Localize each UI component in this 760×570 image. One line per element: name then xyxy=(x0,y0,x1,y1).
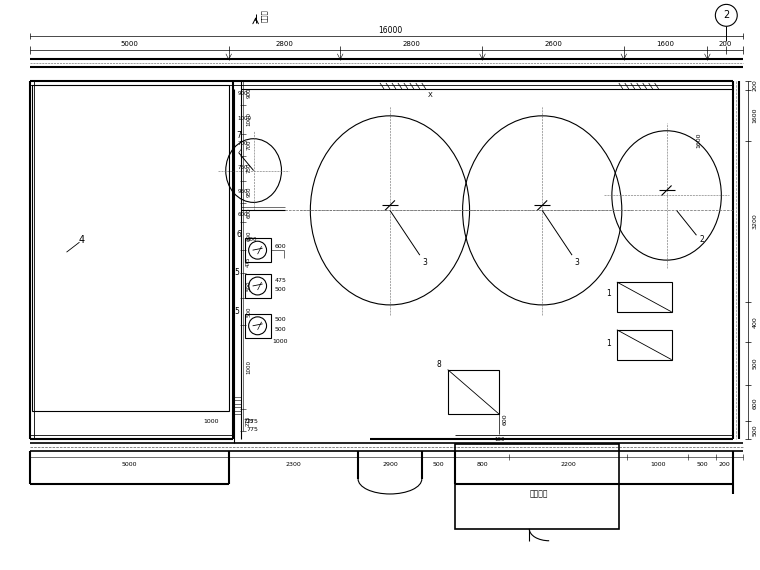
Text: 16000: 16000 xyxy=(378,26,402,35)
Text: 3200: 3200 xyxy=(752,213,758,229)
Text: 750: 750 xyxy=(238,165,249,170)
Bar xyxy=(448,369,499,414)
Text: 600: 600 xyxy=(752,397,758,409)
Text: 2: 2 xyxy=(699,235,704,244)
Text: 4: 4 xyxy=(78,235,84,245)
Text: 100: 100 xyxy=(494,437,505,442)
Text: 7: 7 xyxy=(236,131,241,140)
Text: 600: 600 xyxy=(503,413,508,425)
Text: X: X xyxy=(427,92,432,98)
Bar xyxy=(245,314,271,338)
Text: 475: 475 xyxy=(274,278,287,283)
Text: 475: 475 xyxy=(246,256,251,267)
Text: 500: 500 xyxy=(246,280,251,291)
Text: 500: 500 xyxy=(274,317,287,322)
Text: 775: 775 xyxy=(243,419,254,424)
Text: 900: 900 xyxy=(238,91,249,96)
Text: 500: 500 xyxy=(246,306,251,316)
Bar xyxy=(245,238,271,262)
Text: 8: 8 xyxy=(437,360,442,369)
Text: 2900: 2900 xyxy=(382,462,397,467)
Text: 500: 500 xyxy=(697,462,708,467)
Text: 750: 750 xyxy=(246,163,251,173)
Text: 1000: 1000 xyxy=(203,419,219,424)
Text: 275: 275 xyxy=(247,419,258,424)
Text: 600: 600 xyxy=(246,231,251,242)
Text: 2300: 2300 xyxy=(286,462,301,467)
Text: 700: 700 xyxy=(246,140,251,150)
Bar xyxy=(32,85,229,412)
Text: 1000: 1000 xyxy=(246,360,251,374)
Text: 6: 6 xyxy=(236,230,241,239)
Bar xyxy=(454,444,619,529)
Text: 400: 400 xyxy=(752,316,758,328)
Text: 600: 600 xyxy=(274,244,287,249)
Text: 600: 600 xyxy=(238,212,249,217)
Text: 600: 600 xyxy=(246,207,251,218)
Text: 1000: 1000 xyxy=(246,112,251,127)
Text: 3: 3 xyxy=(423,258,427,267)
Text: 5000: 5000 xyxy=(120,41,138,47)
Text: 一标注: 一标注 xyxy=(261,9,268,22)
Text: 2200: 2200 xyxy=(560,462,576,467)
Text: 275: 275 xyxy=(246,415,251,426)
Text: 2800: 2800 xyxy=(276,41,293,47)
Text: 500: 500 xyxy=(274,287,287,292)
Text: 600: 600 xyxy=(247,237,257,242)
Text: 200: 200 xyxy=(719,41,732,47)
Text: 1000: 1000 xyxy=(650,462,666,467)
Text: 5000: 5000 xyxy=(122,462,137,467)
Text: 700: 700 xyxy=(238,141,249,146)
Text: 1: 1 xyxy=(606,339,611,348)
Bar xyxy=(617,282,672,312)
Text: 1000: 1000 xyxy=(273,339,288,344)
Text: 1600: 1600 xyxy=(696,133,701,148)
Text: 1600: 1600 xyxy=(657,41,675,47)
Text: 900: 900 xyxy=(246,88,251,98)
Text: 500: 500 xyxy=(752,425,758,436)
Text: 滲井泵房: 滲井泵房 xyxy=(530,490,549,499)
Text: 500: 500 xyxy=(432,462,444,467)
Text: 5: 5 xyxy=(234,267,239,276)
Text: 3: 3 xyxy=(575,258,579,267)
Text: 950: 950 xyxy=(238,189,249,194)
Text: 2600: 2600 xyxy=(544,41,562,47)
Text: 200: 200 xyxy=(719,462,730,467)
Bar xyxy=(617,330,672,360)
Text: 2800: 2800 xyxy=(402,41,420,47)
Text: 1: 1 xyxy=(606,290,611,299)
Text: 800: 800 xyxy=(477,462,488,467)
Text: 1000: 1000 xyxy=(238,116,252,121)
Text: 500: 500 xyxy=(752,357,758,369)
Text: 1600: 1600 xyxy=(752,108,758,123)
Text: 200: 200 xyxy=(752,80,758,91)
Text: 5: 5 xyxy=(234,307,239,316)
Text: 950: 950 xyxy=(246,187,251,197)
Bar xyxy=(245,274,271,298)
Text: 500: 500 xyxy=(274,327,287,332)
Text: 2: 2 xyxy=(724,10,730,21)
Text: 775: 775 xyxy=(247,427,258,432)
